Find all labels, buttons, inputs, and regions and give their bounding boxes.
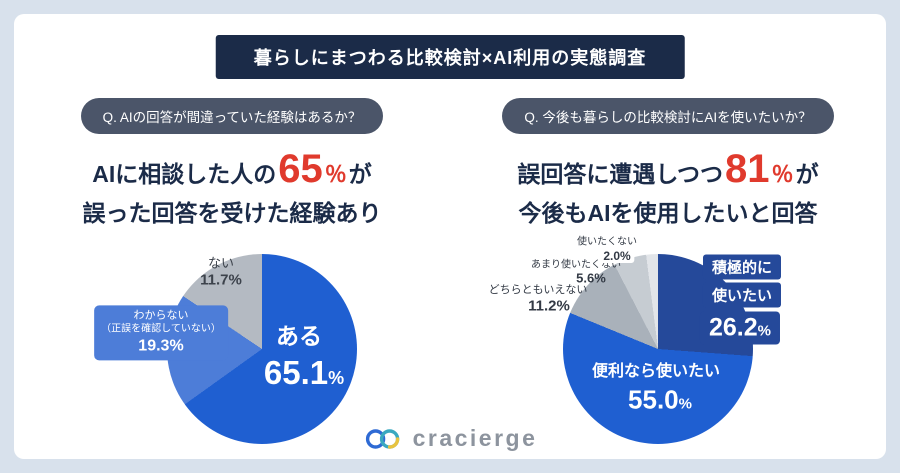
pie-right-value-sekkyokuteki-number: 26.2 <box>708 313 758 342</box>
panel-left: Q. AIの回答が間違っていた経験はあるか？ AIに相談した人の65％が 誤った… <box>14 98 450 444</box>
headline-right: 誤回答に遭遇しつつ81％が 今後もAIを使用したいと回答 <box>517 146 818 228</box>
pie-right-value-sekkyokuteki-unit: % <box>757 322 772 340</box>
headline-right-line2: 今後もAIを使用したいと回答 <box>518 200 818 226</box>
pie-left-value-nai: 11.7% <box>200 271 242 289</box>
headline-left-post: が <box>348 161 372 187</box>
headline-left: AIに相談した人の65％が 誤った回答を受けた経験あり <box>83 146 382 228</box>
headline-right-post: が <box>795 161 819 187</box>
pie-right-label-tsukaitakunai: 使いたくない <box>577 236 637 248</box>
pie-left-value-aru: 65.1% <box>264 354 344 392</box>
pie-right-label-dochira: どちらともいえない <box>488 284 588 296</box>
question-badge-right: Q. 今後も暮らしの比較検討にAIを使いたいか？ <box>502 98 834 134</box>
headline-left-number: 65 <box>278 147 323 191</box>
pie-right-label-sekkyokuteki-line1: 積極的に <box>702 254 782 280</box>
headline-left-percent-sign: ％ <box>324 162 347 187</box>
pie-right-value-sekkyokuteki: 26.2% <box>699 311 781 345</box>
panel-right: Q. 今後も暮らしの比較検討にAIを使いたいか？ 誤回答に遭遇しつつ81％が 今… <box>450 98 886 444</box>
pie-left-value-aru-number: 65.1 <box>263 354 329 391</box>
pie-right-label-benri: 便利なら使いたい <box>591 363 721 380</box>
pie-right-value-benri: 55.0% <box>628 385 692 416</box>
headline-left-line2: 誤った回答を受けた経験あり <box>82 200 382 226</box>
pie-left-label-wakaranai-line2: （正誤を確認していない） <box>101 323 221 335</box>
headline-right-number: 81 <box>725 147 770 191</box>
headline-left-pre: AIに相談した人の <box>92 161 277 187</box>
two-column-layout: Q. AIの回答が間違っていた経験はあるか？ AIに相談した人の65％が 誤った… <box>14 98 886 444</box>
pie-chart-right: 積極的に 使いたい 26.2% 便利なら使いたい 55.0% どちらともいえない… <box>450 237 886 444</box>
pie-left-label-wakaranai-line1: わからない <box>133 309 189 322</box>
headline-right-pre: 誤回答に遭遇しつつ <box>517 161 724 187</box>
pie-left-value-aru-unit: % <box>328 368 345 388</box>
headline-right-line1: 誤回答に遭遇しつつ81％が <box>517 146 818 198</box>
pie-right-value-dochira: 11.2% <box>528 297 570 315</box>
headline-left-line1: AIに相談した人の65％が <box>83 146 382 198</box>
pie-right-value-benri-unit: % <box>678 395 692 413</box>
content-card: 暮らしにまつわる比較検討×AI利用の実態調査 Q. AIの回答が間違っていた経験… <box>14 14 886 459</box>
pie-right-value-benri-number: 55.0 <box>628 384 679 415</box>
pie-chart-left: ある 65.1% わからない （正誤を確認していない） 19.3% ない 11.… <box>14 254 450 444</box>
brand-name: cracierge <box>412 425 538 451</box>
pie-left-label-nai: ない 11.7% <box>200 256 242 291</box>
pie-right-value-tsukaitakunai: 2.0% <box>599 249 635 263</box>
pie-left-label-nai-text: ない <box>207 255 234 271</box>
pie-left-value-wakaranai: 19.3% <box>138 337 184 355</box>
pie-right-label-sekkyokuteki: 積極的に 使いたい <box>702 254 782 308</box>
cracierge-logo-icon <box>365 428 400 449</box>
pie-right-label-amari: あまり使いたくない <box>531 259 621 271</box>
headline-right-percent-sign: ％ <box>771 162 794 187</box>
page-title: 暮らしにまつわる比較検討×AI利用の実態調査 <box>215 35 685 79</box>
pie-left-label-aru: ある <box>276 323 322 349</box>
pie-right-value-amari: 5.6% <box>576 270 606 286</box>
brand-footer: cracierge <box>363 425 538 452</box>
pie-right-label-sekkyokuteki-line2: 使いたい <box>702 282 782 308</box>
pie-left-label-wakaranai: わからない （正誤を確認していない） 19.3% <box>94 305 228 361</box>
question-badge-left: Q. AIの回答が間違っていた経験はあるか？ <box>80 98 384 134</box>
